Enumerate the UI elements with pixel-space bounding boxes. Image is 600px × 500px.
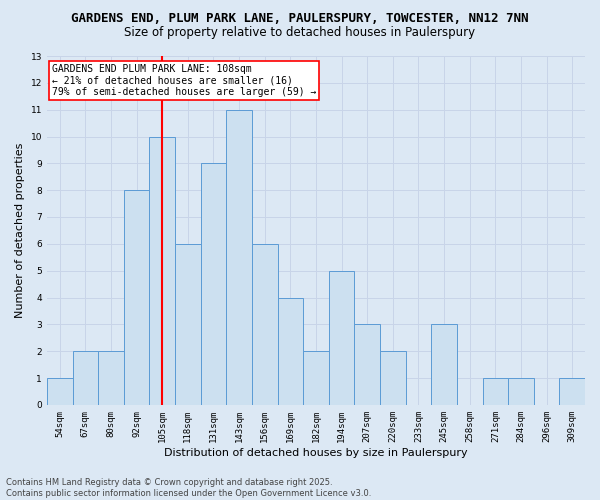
Bar [508,378,534,405]
Bar [355,324,380,405]
Text: Contains HM Land Registry data © Crown copyright and database right 2025.
Contai: Contains HM Land Registry data © Crown c… [6,478,371,498]
X-axis label: Distribution of detached houses by size in Paulerspury: Distribution of detached houses by size … [164,448,468,458]
Bar [124,190,149,405]
Bar [278,298,303,405]
Bar [482,378,508,405]
Bar [226,110,252,405]
Bar [175,244,200,405]
Bar [431,324,457,405]
Text: GARDENS END PLUM PARK LANE: 108sqm
← 21% of detached houses are smaller (16)
79%: GARDENS END PLUM PARK LANE: 108sqm ← 21%… [52,64,316,97]
Bar [149,136,175,405]
Y-axis label: Number of detached properties: Number of detached properties [15,142,25,318]
Bar [47,378,73,405]
Bar [200,164,226,405]
Bar [73,351,98,405]
Bar [98,351,124,405]
Bar [252,244,278,405]
Bar [380,351,406,405]
Bar [303,351,329,405]
Bar [329,270,355,405]
Text: GARDENS END, PLUM PARK LANE, PAULERSPURY, TOWCESTER, NN12 7NN: GARDENS END, PLUM PARK LANE, PAULERSPURY… [71,12,529,26]
Text: Size of property relative to detached houses in Paulerspury: Size of property relative to detached ho… [124,26,476,39]
Bar [559,378,585,405]
